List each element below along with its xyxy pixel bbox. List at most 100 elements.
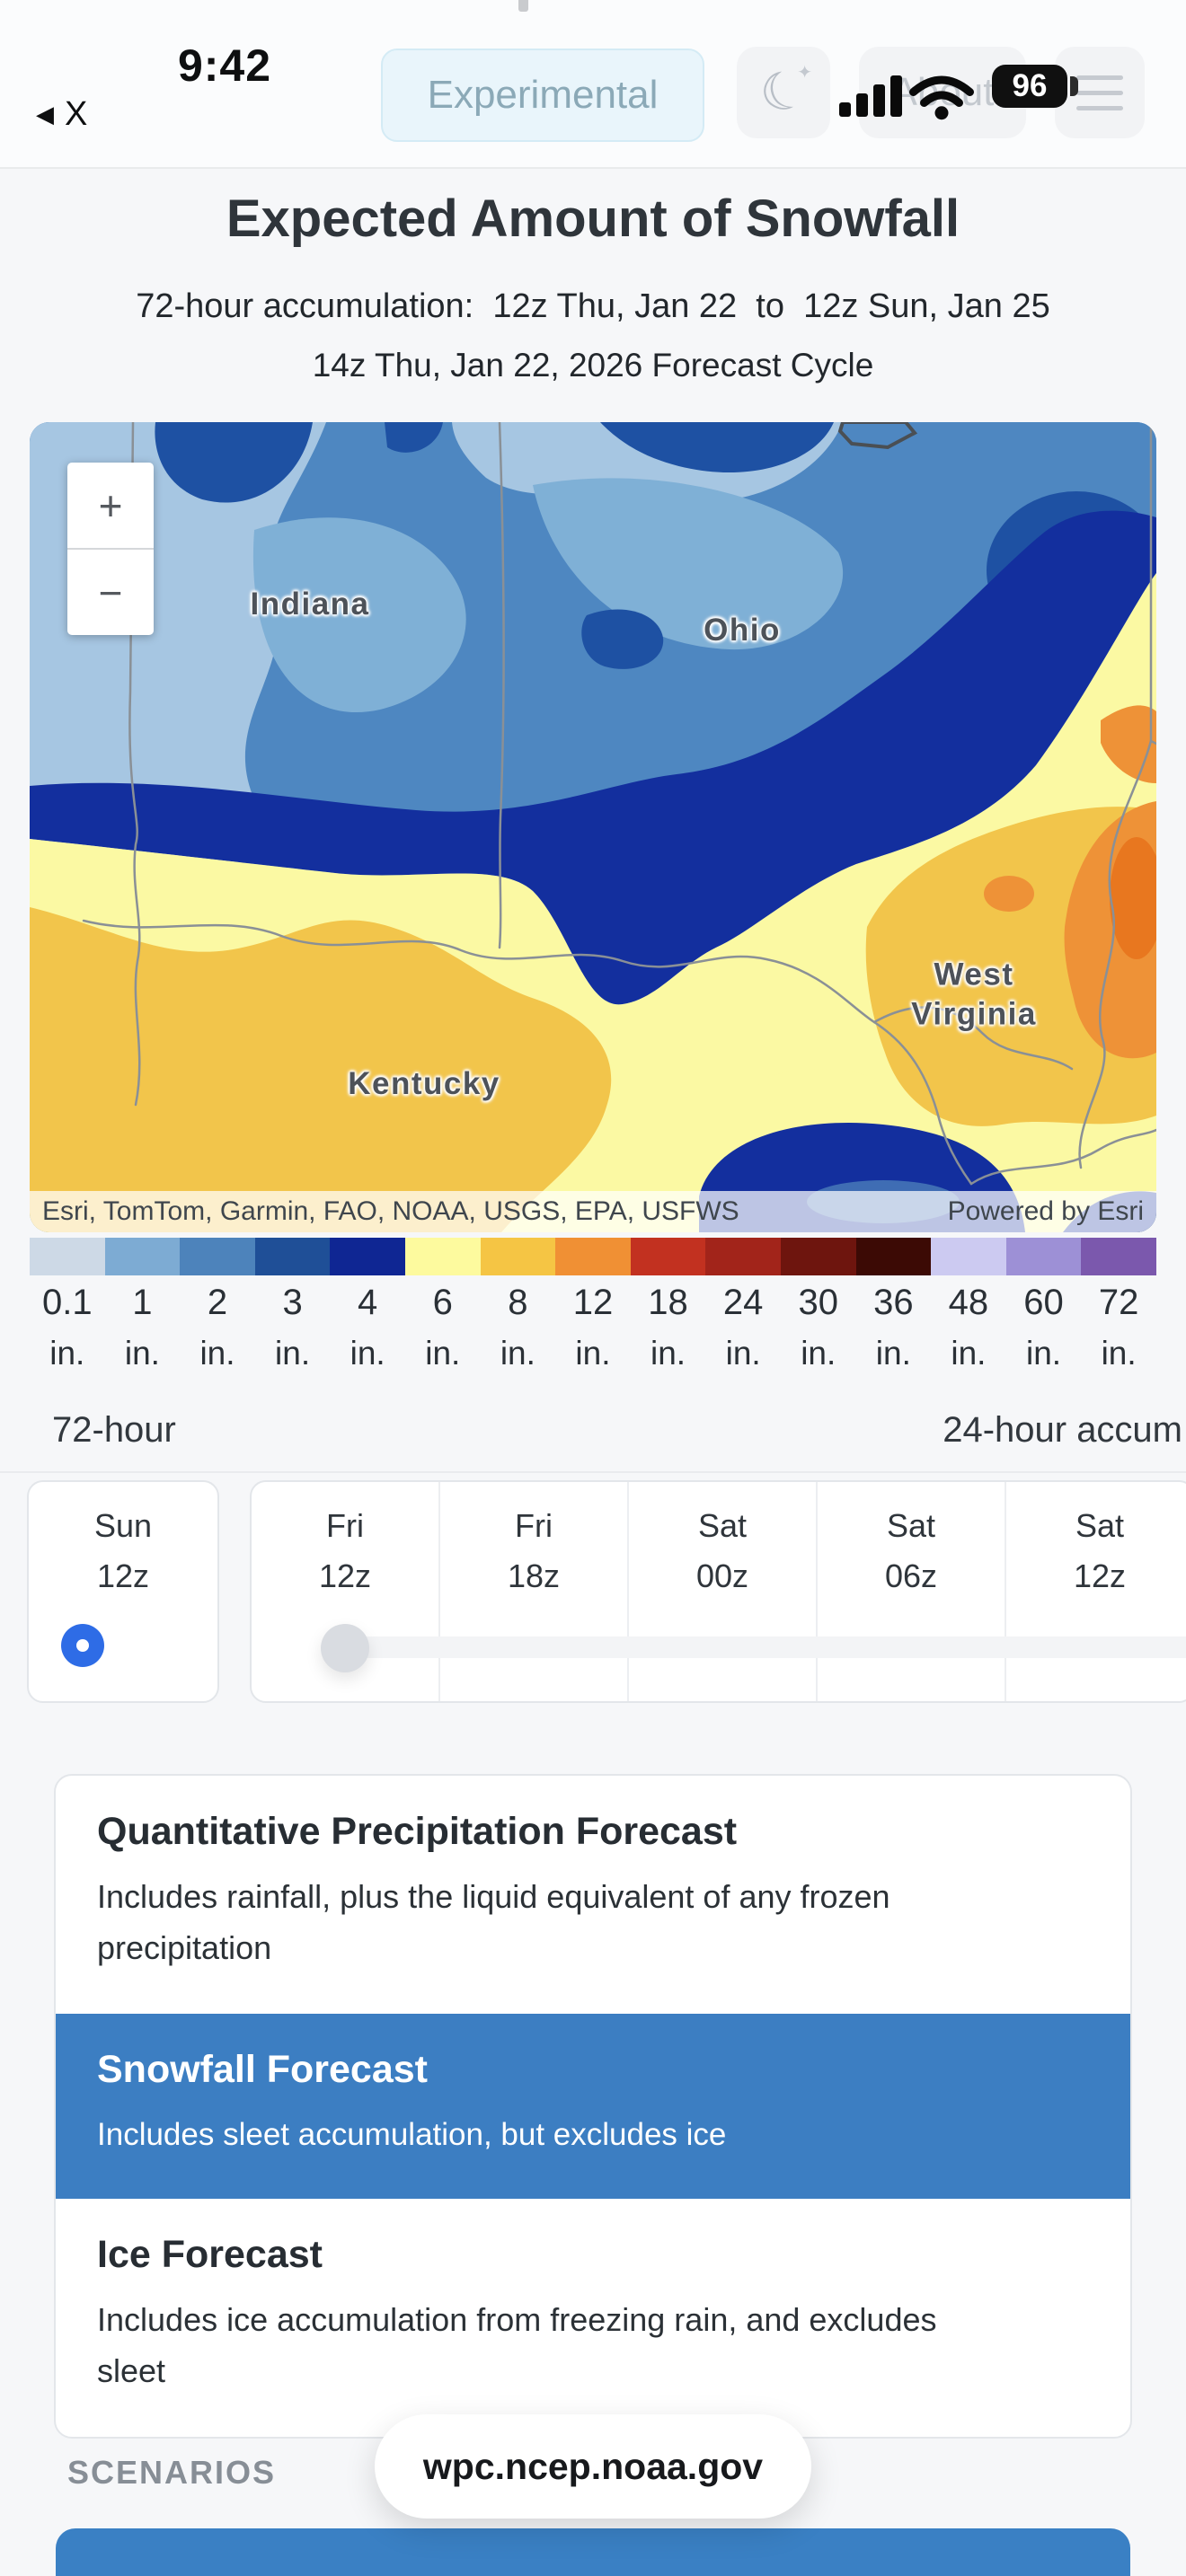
powered-by-esri[interactable]: Powered by Esri (947, 1196, 1144, 1226)
time-slider-rail[interactable] (322, 1636, 1186, 1658)
option-72-hour-sun-12z[interactable]: Sun 12z (27, 1480, 219, 1703)
legend-swatch (404, 1238, 481, 1275)
legend-tick: 0.1 in. (41, 1283, 93, 1372)
sparkle-icon: ✦ (797, 63, 812, 83)
option-hour: 12z (96, 1557, 150, 1594)
state-label-west: West (934, 957, 1014, 992)
forecast-cycle: 14z Thu, Jan 22, 2026 Forecast Cycle (312, 347, 874, 384)
status-time: 9:42 (177, 40, 272, 91)
accumulation-range: 72-hour accumulation: 12z Thu, Jan 22 to… (136, 287, 1050, 325)
back-to-app-icon: ◀ (36, 101, 54, 128)
ice-option[interactable]: Ice Forecast Includes ice accumulation f… (56, 2199, 1130, 2437)
experimental-badge[interactable]: Experimental (381, 49, 704, 142)
legend-swatch (180, 1238, 255, 1275)
legend-tick: 36 in. (873, 1283, 914, 1372)
qpf-description: Includes rainfall, plus the liquid equiv… (97, 1878, 890, 1966)
page-title: Expected Amount of Snowfall (226, 190, 960, 248)
zoom-out-button[interactable]: − (98, 569, 123, 616)
option-hour: 12z (318, 1557, 372, 1594)
option-sat-06z[interactable]: Sat 06z (818, 1482, 1006, 1701)
option-fri-18z[interactable]: Fri 18z (440, 1482, 629, 1701)
option-day: Sat (886, 1507, 936, 1544)
scenario-card-top[interactable] (56, 2528, 1130, 2576)
back-to-app[interactable]: ◀ X (36, 95, 87, 134)
legend-tick: 30 in. (798, 1283, 838, 1372)
state-label-kentucky: Kentucky (348, 1066, 500, 1102)
legend-swatch (1005, 1238, 1082, 1275)
legend-tick: 18 in. (648, 1283, 688, 1372)
header-72-hour: 72-hour (52, 1410, 176, 1450)
snowfall-option-selected[interactable]: Snowfall Forecast Includes sleet accumul… (56, 2013, 1130, 2200)
option-day: Fri (326, 1507, 364, 1544)
legend-swatch (1081, 1238, 1156, 1275)
ice-description: Includes ice accumulation from freezing … (97, 2301, 937, 2389)
back-to-app-label: X (65, 95, 88, 133)
option-day: Sun (93, 1507, 153, 1544)
state-label-west-virginia: West Virginia (911, 955, 1037, 1034)
legend-tick: 1 in. (124, 1283, 160, 1372)
option-sat-12z[interactable]: Sat 12z (1006, 1482, 1186, 1701)
snowfall-title: Snowfall Forecast (97, 2047, 428, 2091)
attribution-sources: Esri, TomTom, Garmin, FAO, NOAA, USGS, E… (42, 1196, 739, 1226)
option-hour: 00z (695, 1557, 749, 1594)
radio-selected[interactable] (61, 1624, 104, 1667)
option-sat-00z[interactable]: Sat 00z (629, 1482, 818, 1701)
ice-title: Ice Forecast (97, 2233, 323, 2277)
legend-labels: 0.1 in. 1 in. 2 in. 3 in. 4 in. 6 in. 8 in. 12 i… (30, 1279, 1156, 1376)
legend-swatch (330, 1238, 405, 1275)
zoom-divider (67, 548, 154, 550)
legend-tick: 12 in. (572, 1283, 614, 1372)
legend-swatch (480, 1238, 556, 1275)
legend-swatch (30, 1238, 105, 1275)
snowfall-map[interactable]: Indiana Ohio Kentucky West Virginia + − … (30, 422, 1156, 1232)
legend-tick: 72 in. (1098, 1283, 1139, 1372)
option-day: Sat (1075, 1507, 1125, 1544)
menu-button[interactable] (1055, 47, 1145, 138)
legend-swatch (855, 1238, 932, 1275)
option-hour: 06z (884, 1557, 938, 1594)
legend-tick: 2 in. (199, 1283, 235, 1372)
legend-swatch (104, 1238, 181, 1275)
option-group-24-hour[interactable]: Fri 12z Fri 18z Sat 00z Sat 06z Sat 12z (250, 1480, 1186, 1703)
qpf-option[interactable]: Quantitative Precipitation Forecast Incl… (56, 1776, 1130, 2014)
legend-tick: 4 in. (350, 1283, 385, 1372)
zoom-in-button[interactable]: + (98, 481, 123, 529)
app-header: 9:42 ◀ X Experimental ☾ ✦ About (0, 0, 1186, 169)
experimental-label: Experimental (427, 73, 659, 117)
legend-tick: 48 in. (948, 1283, 989, 1372)
legend-tick: 3 in. (275, 1283, 311, 1372)
header-24-hour-accum: 24-hour accum (943, 1410, 1182, 1450)
scenarios-heading: SCENARIOS (67, 2454, 277, 2491)
option-day: Fri (515, 1507, 553, 1544)
option-hour: 12z (1073, 1557, 1127, 1594)
about-button[interactable]: About (859, 47, 1026, 138)
selector-headers: 72-hour 24-hour accum (0, 1398, 1186, 1473)
legend-swatch (555, 1238, 631, 1275)
time-slider-knob[interactable] (321, 1624, 369, 1672)
option-day: Sat (697, 1507, 748, 1544)
qpf-title: Quantitative Precipitation Forecast (97, 1810, 738, 1853)
legend-swatch (705, 1238, 781, 1275)
state-label-indiana: Indiana (250, 587, 370, 622)
map-zoom-control: + − (67, 463, 154, 635)
state-label-ohio: Ohio (704, 613, 781, 648)
state-label-virginia: Virginia (911, 996, 1037, 1031)
notch-tick (518, 0, 528, 12)
hamburger-icon (1076, 75, 1123, 110)
option-hour: 18z (507, 1557, 561, 1594)
map-attribution: Esri, TomTom, Garmin, FAO, NOAA, USGS, E… (30, 1191, 1156, 1232)
legend-swatch (630, 1238, 706, 1275)
snowfall-description: Includes sleet accumulation, but exclude… (97, 2116, 727, 2152)
legend-swatch (931, 1238, 1006, 1275)
legend-tick: 8 in. (500, 1283, 535, 1372)
legend-tick: 24 in. (722, 1283, 764, 1372)
legend-tick: 60 in. (1023, 1283, 1064, 1372)
forecast-type-list: Quantitative Precipitation Forecast Incl… (54, 1774, 1132, 2439)
option-fri-12z[interactable]: Fri 12z (252, 1482, 440, 1701)
dark-mode-toggle[interactable]: ☾ ✦ (737, 47, 830, 138)
legend-tick: 6 in. (425, 1283, 461, 1372)
about-label: About (890, 70, 995, 114)
browser-address-bar[interactable]: wpc.ncep.noaa.gov (375, 2414, 811, 2519)
legend-swatch (780, 1238, 856, 1275)
